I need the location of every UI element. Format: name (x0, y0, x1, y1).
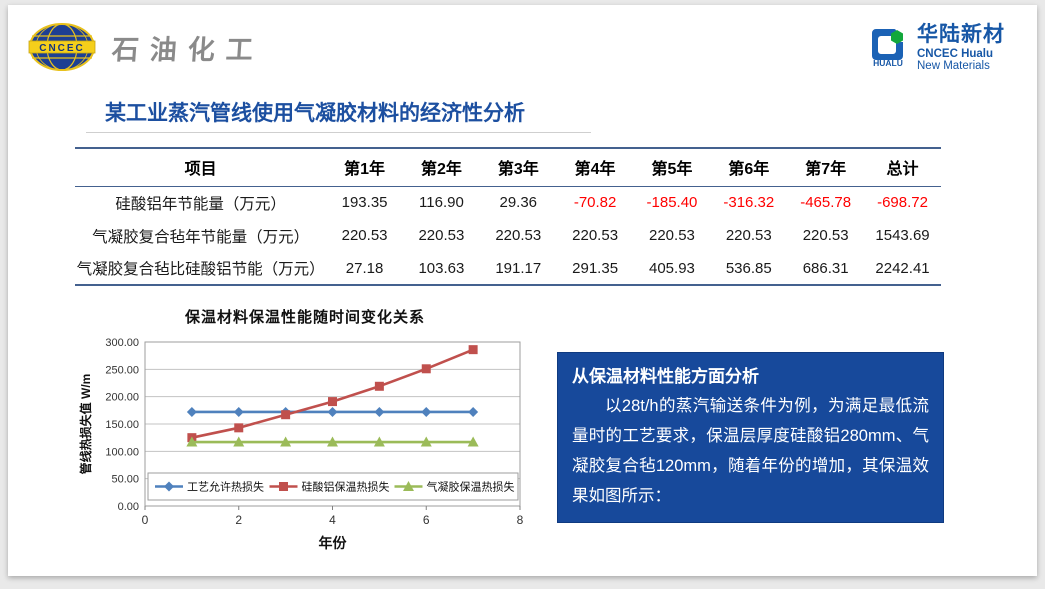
x-axis-title: 年份 (319, 535, 348, 552)
hualu-name-en1: CNCEC Hualu (917, 48, 994, 61)
table-header-cell: 第1年 (326, 147, 403, 187)
series-marker-2 (373, 436, 385, 447)
table-row-label: 气凝胶复合毡年节能量（万元） (92, 228, 310, 246)
hualu-name-en2: New Materials (917, 60, 990, 73)
x-tick-label: 0 (142, 513, 149, 527)
table-cell: 220.53 (495, 227, 542, 244)
svg-text:HUALU: HUALU (873, 58, 903, 68)
table-cell: 686.31 (787, 252, 865, 286)
legend-label-1: 硅酸铝保温热损失 (302, 480, 390, 494)
table-cell: 220.53 (572, 227, 619, 244)
series-marker-0 (327, 406, 338, 417)
table-cell: 27.18 (326, 252, 403, 286)
table-header-cell: 总计 (864, 147, 941, 187)
hualu-name-cn: 华陆新材 (917, 23, 1005, 46)
table-cell: -185.40 (646, 194, 698, 212)
table-header-cell: 第2年 (403, 147, 480, 187)
series-marker-0 (186, 406, 197, 417)
table-cell: -70.82 (573, 194, 617, 212)
table-row-label: 气凝胶复合毡比硅酸铝节能（万元） (75, 252, 327, 286)
table-row: 气凝胶复合毡比硅酸铝节能（万元） 27.18 103.63 191.17 291.35 4… (75, 252, 941, 286)
table-row: 硅酸铝年节能量（万元） 193.35 116.90 29.36 -70.82 -185.4… (75, 186, 941, 219)
series-marker-1 (421, 364, 431, 374)
table-row: 气凝胶复合毡年节能量（万元） 220.53 220.53 220.53 220.53 22… (75, 219, 941, 252)
hualu-mark-icon: HUALU (872, 29, 903, 68)
table-cell: 220.53 (649, 227, 695, 244)
svg-text:CNCEC: CNCEC (39, 43, 85, 54)
table-header-cell: 项目 (75, 147, 327, 187)
table-cell: 1543.69 (875, 227, 930, 244)
title-divider (86, 132, 591, 133)
series-marker-2 (280, 436, 292, 447)
series-marker-2 (233, 436, 245, 447)
table-cell: 220.53 (418, 227, 465, 244)
table-header-cell: 第4年 (556, 147, 634, 187)
table-cell: -465.78 (800, 194, 852, 212)
cncec-globe-icon: CNCEC (28, 23, 96, 71)
table-cell: 193.35 (341, 194, 388, 212)
series-marker-0 (374, 406, 385, 417)
analysis-heading: 从保温材料性能方面分析 (572, 367, 759, 386)
legend-box (147, 472, 519, 501)
y-tick-label: 300.00 (105, 337, 139, 349)
y-tick-label: 50.00 (111, 474, 139, 486)
cncec-logo: CNCEC 石油化工 (28, 22, 265, 72)
series-marker-1 (328, 397, 337, 407)
y-tick-label: 150.00 (105, 419, 139, 431)
x-tick-label: 2 (235, 513, 242, 527)
table-header-cell: 第7年 (787, 147, 865, 187)
y-axis-title: 管线热损失值 W/m (78, 374, 93, 475)
x-tick-label: 6 (423, 513, 430, 527)
table-cell: -698.72 (877, 194, 928, 212)
series-marker-0 (468, 406, 479, 417)
economics-table: 项目 第1年 第2年 第3年 第4年 第5年 第6年 第7年 总计硅酸铝年节能量（万元） 193.… (75, 147, 941, 286)
series-marker-2 (327, 436, 338, 447)
series-marker-1 (468, 345, 478, 355)
performance-line-chart: 0.00 50.00 100.00 150.00 200.00 250.00 300.00 0… (78, 337, 524, 552)
series-marker-2 (420, 436, 432, 447)
series-marker-0 (421, 406, 432, 417)
table-cell: -316.32 (723, 194, 775, 212)
y-tick-label: 100.00 (105, 446, 139, 458)
table-cell: 191.17 (479, 252, 557, 286)
series-marker-2 (186, 436, 198, 447)
table-cell: 220.53 (802, 227, 849, 244)
table-header-cell: 第6年 (710, 147, 788, 187)
analysis-box: 从保温材料性能方面分析 以28t/h的蒸汽输送条件为例，为满足最低流量时的工艺要… (557, 352, 944, 523)
series-marker-0 (233, 406, 244, 417)
y-tick-label: 0.00 (118, 501, 139, 513)
table-cell: 116.90 (419, 194, 464, 212)
table-cell: 220.53 (341, 227, 388, 244)
table-cell: 103.63 (403, 252, 480, 286)
table-cell: 291.35 (556, 252, 634, 286)
legend-marker-1 (279, 482, 288, 491)
hualu-logo: HUALU 华陆新材 CNCEC Hualu New Materials (866, 23, 1005, 73)
table-cell: 536.85 (710, 252, 788, 286)
table-header-cell: 第3年 (479, 147, 557, 187)
table-cell: 29.36 (499, 194, 538, 212)
series-marker-1 (374, 381, 384, 391)
page-title: 某工业蒸汽管线使用气凝胶材料的经济性分析 (105, 102, 525, 125)
brand-text: 石油化工 (110, 34, 265, 66)
legend-marker-2 (403, 481, 414, 491)
table-cell: 220.53 (725, 227, 772, 244)
y-tick-label: 200.00 (105, 392, 139, 404)
legend-marker-0 (164, 481, 174, 492)
series-marker-2 (467, 436, 479, 447)
analysis-body: 以28t/h的蒸汽输送条件为例，为满足最低流量时的工艺要求，保温层厚度硅酸铝28… (572, 397, 929, 505)
table-row-label: 硅酸铝年节能量（万元） (115, 195, 286, 213)
table-cell: 2242.41 (864, 252, 941, 286)
x-tick-label: 8 (517, 513, 524, 527)
legend-label-2: 气凝胶保温热损失 (427, 480, 515, 494)
legend-label-0: 工艺允许热损失 (187, 480, 264, 494)
chart-title: 保温材料保温性能随时间变化关系 (184, 308, 425, 326)
table-cell: 405.93 (633, 252, 711, 286)
y-tick-label: 250.00 (105, 364, 139, 376)
series-marker-1 (281, 410, 291, 420)
x-tick-label: 4 (329, 513, 336, 527)
table-header-cell: 第5年 (633, 147, 711, 187)
series-marker-1 (234, 423, 244, 433)
